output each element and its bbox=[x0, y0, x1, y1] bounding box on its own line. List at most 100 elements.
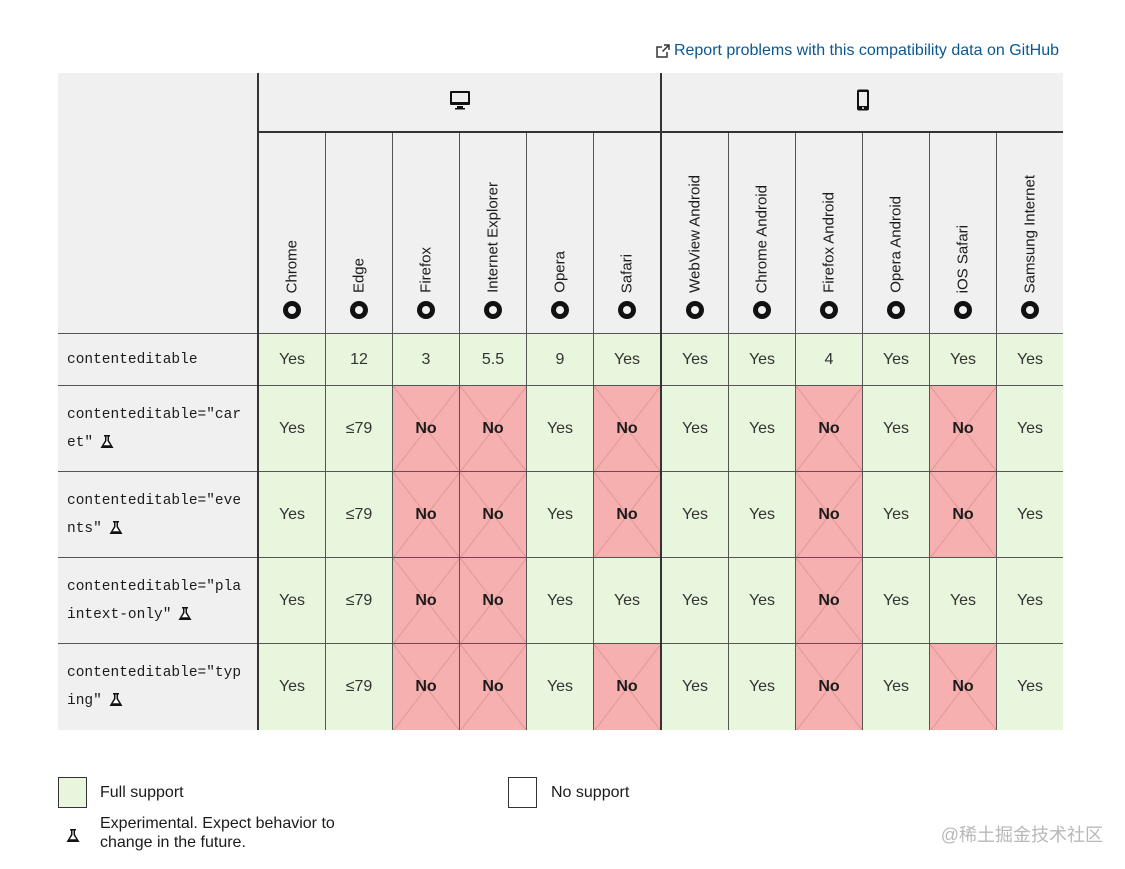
browser-name: Samsung Internet bbox=[1021, 174, 1039, 293]
browser-header-chrome-android: Chrome Android bbox=[728, 132, 796, 334]
support-cell[interactable]: Yes bbox=[526, 385, 594, 472]
platform-desktop bbox=[257, 73, 661, 133]
browser-name: Internet Explorer bbox=[484, 182, 502, 293]
legend-full-support-label: Full support bbox=[100, 784, 184, 801]
support-cell[interactable]: Yes bbox=[257, 557, 326, 644]
legend-no-support-label: No support bbox=[551, 784, 630, 801]
support-cell[interactable]: 9 bbox=[526, 333, 594, 386]
support-cell[interactable]: Yes bbox=[257, 471, 326, 558]
feature-name: contenteditable="caret" bbox=[58, 385, 258, 472]
support-cell[interactable]: No bbox=[929, 643, 997, 730]
support-cell[interactable]: No bbox=[392, 385, 460, 472]
browser-name: Opera bbox=[551, 251, 569, 293]
support-cell[interactable]: 3 bbox=[392, 333, 460, 386]
firefox-icon bbox=[417, 301, 435, 319]
browser-name: Firefox Android bbox=[820, 192, 838, 293]
feature-name: contenteditable="events" bbox=[58, 471, 258, 558]
support-cell[interactable]: Yes bbox=[593, 557, 661, 644]
support-cell[interactable]: No bbox=[459, 385, 527, 472]
browser-header-samsung-internet: Samsung Internet bbox=[996, 132, 1063, 334]
support-cell[interactable]: Yes bbox=[257, 333, 326, 386]
support-cell[interactable]: No bbox=[459, 643, 527, 730]
support-cell[interactable]: Yes bbox=[593, 333, 661, 386]
table-row: contenteditable="typing" Yes ≤79 No No Yes No Y… bbox=[58, 643, 1063, 730]
support-cell[interactable]: No bbox=[459, 557, 527, 644]
browser-name: Chrome Android bbox=[753, 184, 771, 293]
support-cell[interactable]: Yes bbox=[660, 643, 729, 730]
browser-name: Safari bbox=[618, 253, 636, 293]
support-cell[interactable]: Yes bbox=[660, 471, 729, 558]
browser-header-firefox-android: Firefox Android bbox=[795, 132, 863, 334]
support-cell[interactable]: Yes bbox=[862, 385, 930, 472]
experimental-flask-icon bbox=[100, 434, 114, 448]
feature-label: contenteditable="plaintext-only" bbox=[67, 578, 242, 623]
edge-icon bbox=[350, 301, 368, 319]
compat-table: Chrome Edge Firefox Internet Explorer Opera S… bbox=[58, 73, 1063, 730]
support-cell[interactable]: Yes bbox=[660, 385, 729, 472]
support-cell[interactable]: No bbox=[459, 471, 527, 558]
support-cell[interactable]: Yes bbox=[929, 557, 997, 644]
browser-header-safari: Safari bbox=[593, 132, 661, 334]
support-cell[interactable]: No bbox=[795, 385, 863, 472]
support-cell[interactable]: Yes bbox=[257, 385, 326, 472]
support-cell[interactable]: ≤79 bbox=[325, 643, 393, 730]
report-problems-link[interactable]: Report problems with this compatibility … bbox=[656, 42, 1059, 60]
report-link-label: Report problems with this compatibility … bbox=[673, 42, 1059, 59]
support-cell[interactable]: Yes bbox=[728, 471, 796, 558]
support-cell[interactable]: Yes bbox=[862, 643, 930, 730]
support-cell[interactable]: Yes bbox=[257, 643, 326, 730]
support-cell[interactable]: 12 bbox=[325, 333, 393, 386]
support-cell[interactable]: Yes bbox=[660, 557, 729, 644]
support-cell[interactable]: ≤79 bbox=[325, 471, 393, 558]
android-icon bbox=[686, 301, 704, 319]
support-cell[interactable]: Yes bbox=[728, 385, 796, 472]
support-cell[interactable]: Yes bbox=[996, 557, 1063, 644]
mobile-icon bbox=[856, 89, 869, 110]
feature-name: contenteditable bbox=[58, 333, 258, 386]
table-row: contenteditable="plaintext-only" Yes ≤79 No… bbox=[58, 557, 1063, 644]
feature-label: contenteditable="typing" bbox=[67, 664, 242, 709]
experimental-flask-icon bbox=[109, 692, 123, 706]
support-cell[interactable]: Yes bbox=[728, 333, 796, 386]
external-link-icon bbox=[656, 44, 670, 58]
support-cell[interactable]: No bbox=[929, 385, 997, 472]
support-cell[interactable]: Yes bbox=[526, 643, 594, 730]
support-cell[interactable]: No bbox=[392, 643, 460, 730]
support-cell[interactable]: No bbox=[795, 471, 863, 558]
support-cell[interactable]: No bbox=[593, 385, 661, 472]
browser-name: WebView Android bbox=[686, 175, 704, 293]
support-cell[interactable]: 5.5 bbox=[459, 333, 527, 386]
support-cell[interactable]: No bbox=[929, 471, 997, 558]
support-cell[interactable]: Yes bbox=[862, 471, 930, 558]
browser-header-internet-explorer: Internet Explorer bbox=[459, 132, 527, 334]
support-cell[interactable]: Yes bbox=[996, 643, 1063, 730]
support-cell[interactable]: No bbox=[392, 471, 460, 558]
browser-header-firefox: Firefox bbox=[392, 132, 460, 334]
support-cell[interactable]: Yes bbox=[728, 557, 796, 644]
feature-label: contenteditable bbox=[67, 351, 198, 368]
samsung-icon bbox=[1021, 301, 1039, 319]
support-cell[interactable]: ≤79 bbox=[325, 557, 393, 644]
support-cell[interactable]: Yes bbox=[728, 643, 796, 730]
support-cell[interactable]: No bbox=[392, 557, 460, 644]
support-cell[interactable]: ≤79 bbox=[325, 385, 393, 472]
desktop-icon bbox=[449, 90, 470, 109]
feature-name: contenteditable="typing" bbox=[58, 643, 258, 730]
support-cell[interactable]: Yes bbox=[996, 385, 1063, 472]
support-cell[interactable]: No bbox=[795, 557, 863, 644]
support-cell[interactable]: 4 bbox=[795, 333, 863, 386]
support-cell[interactable]: Yes bbox=[862, 557, 930, 644]
browser-header-opera-android: Opera Android bbox=[862, 132, 930, 334]
support-cell[interactable]: Yes bbox=[929, 333, 997, 386]
support-cell[interactable]: Yes bbox=[862, 333, 930, 386]
support-cell[interactable]: Yes bbox=[526, 471, 594, 558]
support-cell[interactable]: Yes bbox=[660, 333, 729, 386]
support-cell[interactable]: No bbox=[593, 471, 661, 558]
support-cell[interactable]: Yes bbox=[996, 471, 1063, 558]
support-cell[interactable]: Yes bbox=[526, 557, 594, 644]
support-cell[interactable]: No bbox=[795, 643, 863, 730]
experimental-flask-icon bbox=[178, 606, 192, 620]
support-cell[interactable]: Yes bbox=[996, 333, 1063, 386]
firefox-icon bbox=[820, 301, 838, 319]
support-cell[interactable]: No bbox=[593, 643, 661, 730]
